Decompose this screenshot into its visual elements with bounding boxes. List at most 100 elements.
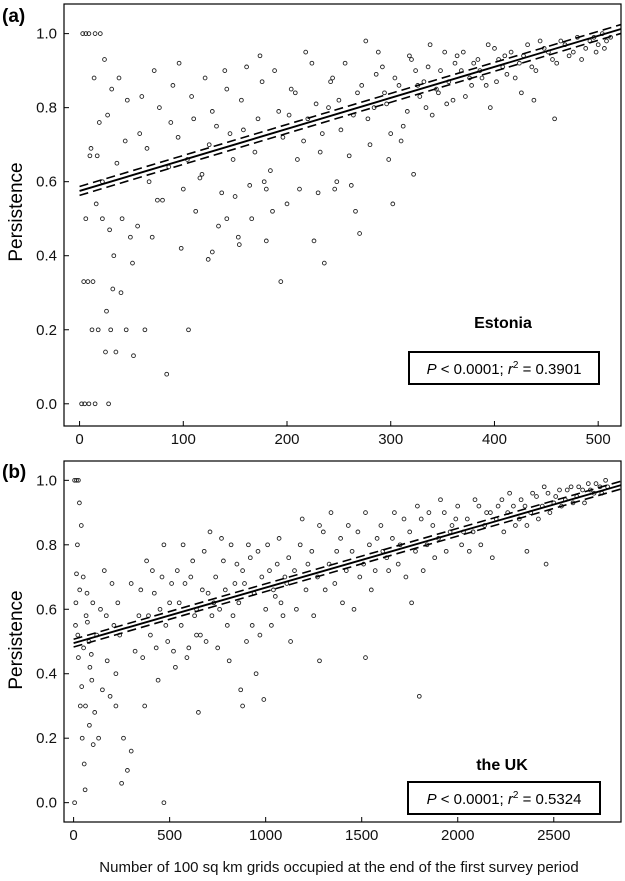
panel-b-data-point — [259, 574, 265, 580]
panel-b-data-point — [332, 581, 338, 586]
panel-b-data-point — [443, 548, 449, 554]
panel-b-data-point — [77, 703, 83, 709]
panel-b-data-point — [355, 529, 361, 535]
panel-a-data-point — [113, 349, 119, 355]
panel-a-data-point — [278, 279, 284, 284]
panel-b-regression-line — [73, 484, 622, 645]
panel-a-data-point — [268, 168, 273, 173]
panel-a-data-point — [157, 105, 162, 110]
panel-b-data-point — [247, 555, 253, 561]
panel-a-data-point — [202, 75, 208, 81]
panel-b-data-point — [92, 710, 98, 715]
panel-b-data-point — [495, 503, 501, 509]
panel-a-data-point — [566, 53, 572, 59]
panel-a-data-point — [114, 160, 120, 166]
panel-b-data-point — [518, 497, 524, 503]
panel-a-data-point — [106, 401, 111, 407]
panel-b-data-point — [236, 600, 242, 606]
panel-a-data-point — [288, 86, 294, 92]
panel-a-data-point — [315, 190, 321, 196]
panel-a-data-point — [102, 57, 107, 62]
panel-a-data-point — [81, 279, 87, 284]
panel-a-data-point — [373, 71, 379, 77]
panel-a-data-point — [180, 186, 186, 192]
panel-b-stat-r: r — [508, 791, 514, 808]
panel-a-data-point — [92, 31, 98, 36]
panel-b-data-point — [192, 613, 197, 619]
panel-a-data-point — [292, 90, 298, 96]
panel-a-data-point — [128, 234, 133, 240]
panel-b-data-point — [511, 503, 516, 509]
panel-a-x-ticks: 0 100 200 300 400 500 — [75, 421, 611, 448]
panel-a-data-point — [469, 83, 474, 88]
panel-b-data-point — [403, 574, 409, 580]
panel-b-data-point — [368, 587, 374, 593]
panel-a-x-tick-label: 300 — [378, 431, 403, 448]
panel-a-data-point — [552, 116, 557, 122]
panel-a-data-point — [409, 57, 414, 62]
panel-b-data-point — [215, 645, 221, 651]
panel-a-data-point — [400, 123, 406, 129]
panel-b-data-point — [420, 568, 426, 573]
panel-a-data-point — [436, 90, 441, 96]
panel-a-data-point — [144, 146, 150, 151]
panel-b-data-point — [246, 542, 251, 548]
panel-a-data-point — [91, 75, 97, 81]
panel-b-data-point — [374, 536, 380, 541]
panel-b-data-point — [83, 703, 88, 709]
panel-b-stat-r-exp: 2 — [513, 790, 519, 801]
panel-a-data-point — [353, 208, 358, 214]
panel-b-data-point — [205, 590, 211, 596]
panel-a-data-point — [164, 371, 170, 377]
panel-a-data-point — [427, 42, 433, 48]
panel-a-data-point — [365, 116, 371, 122]
panel-b-stat-p: P — [427, 791, 437, 808]
panel-a-stat-r: r — [508, 361, 514, 378]
panel-b-y-tick-label: 0.4 — [36, 666, 57, 683]
panel-b-y-tick-label: 1.0 — [36, 472, 57, 489]
panel-a-data-point — [460, 49, 466, 55]
panel-b-data-point — [138, 587, 144, 593]
panel-b-data-point — [155, 677, 161, 683]
panel-b-data-point — [265, 542, 270, 548]
panel-b-data-point — [128, 748, 134, 754]
panel-b-data-point — [522, 503, 528, 509]
panel-a-data-point — [92, 401, 98, 407]
panel-a-data-point — [311, 238, 317, 244]
panel-a-data-point — [80, 31, 86, 36]
panel-a-data-point — [519, 90, 524, 96]
panel-a-data-point — [336, 97, 342, 103]
panel-b-data-point — [72, 800, 77, 806]
panel-a-data-point — [122, 138, 128, 144]
panel-a-data-point — [79, 401, 84, 407]
panel-b-data-point — [176, 600, 182, 606]
panel-b-data-point — [96, 735, 101, 741]
panel-b-data-point — [188, 574, 194, 580]
panel-a-data-point — [332, 186, 338, 192]
panel-b-data-point — [303, 587, 309, 593]
panel-a-data-point — [94, 153, 100, 159]
panel-a-y-tick-label: 1.0 — [36, 26, 57, 43]
panel-a-data-point — [239, 97, 244, 103]
panel-a-frame — [63, 3, 622, 427]
panel-b-data-point — [226, 658, 232, 664]
panel-a-data-point — [219, 190, 225, 196]
panel-b-y-tick-label: 0.8 — [36, 537, 57, 554]
panel-b-data-point — [157, 606, 163, 612]
panel-a-data-point — [558, 38, 564, 44]
panel-b-data-point — [580, 487, 585, 493]
panel-b-data-point — [297, 542, 303, 548]
panel-b-data-point — [79, 684, 85, 689]
panel-b-data-point — [449, 523, 455, 528]
panel-a-y-tick-label: 0.8 — [36, 100, 57, 117]
panel-a-data-point — [404, 109, 410, 114]
panel-a-data-point — [109, 86, 115, 92]
panel-b-data-point — [278, 600, 284, 606]
panel-a-data-point — [390, 201, 396, 207]
panel-a-stat-r-value: = 0.3901 — [518, 361, 581, 378]
panel-a-y-ticks: 0.0 0.2 0.4 0.6 0.8 1.0 — [36, 26, 69, 413]
panel-a-data-point — [155, 197, 160, 203]
panel-b-data-point — [286, 555, 292, 561]
panel-a-data-point — [123, 327, 129, 333]
panel-a-data-point — [305, 116, 311, 122]
